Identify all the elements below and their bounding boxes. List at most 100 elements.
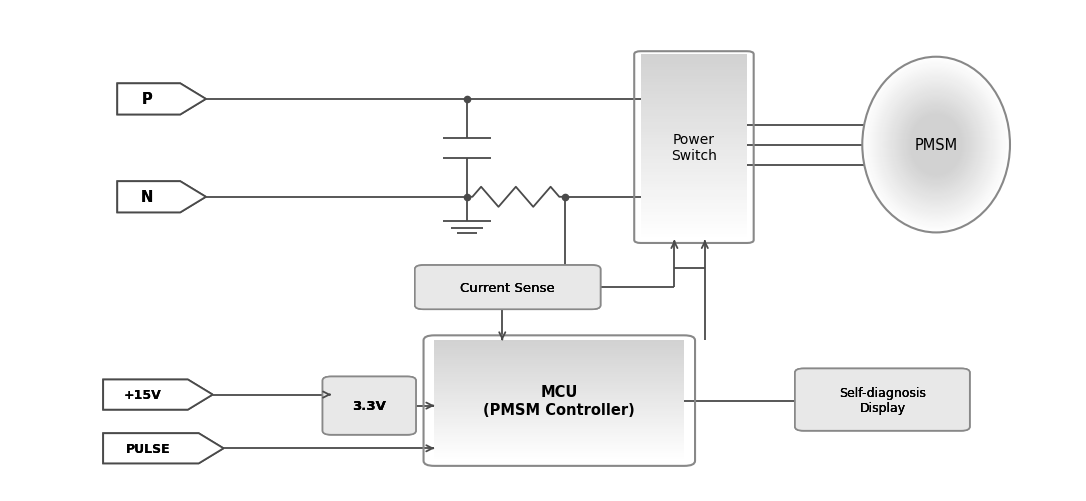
Bar (641, 237, 747, 240)
Ellipse shape (908, 111, 964, 179)
Bar (641, 178, 747, 182)
Bar (434, 454, 684, 457)
Ellipse shape (885, 85, 987, 206)
Bar (641, 147, 747, 151)
Ellipse shape (874, 72, 998, 219)
Bar (434, 366, 684, 369)
Bar (434, 456, 684, 459)
Text: 3.3V: 3.3V (352, 399, 387, 412)
Ellipse shape (895, 96, 977, 194)
Bar (641, 150, 747, 154)
Bar (641, 55, 747, 58)
Polygon shape (117, 84, 206, 115)
Ellipse shape (869, 66, 1003, 225)
Bar (434, 364, 684, 367)
Bar (641, 166, 747, 169)
Bar (434, 416, 684, 419)
Ellipse shape (901, 104, 971, 186)
Bar (434, 396, 684, 399)
Bar (641, 119, 747, 123)
FancyBboxPatch shape (415, 266, 601, 310)
Bar (434, 380, 684, 383)
Bar (641, 126, 747, 129)
Bar (641, 135, 747, 138)
Text: Current Sense: Current Sense (460, 281, 555, 294)
Bar (641, 156, 747, 160)
Ellipse shape (873, 71, 999, 220)
Bar (641, 169, 747, 172)
Ellipse shape (902, 106, 970, 185)
Ellipse shape (868, 64, 1005, 227)
Text: Self-diagnosis
Display: Self-diagnosis Display (839, 386, 925, 414)
Bar (641, 163, 747, 166)
Bar (434, 368, 684, 371)
Bar (434, 342, 684, 345)
Bar (641, 187, 747, 191)
Bar (434, 362, 684, 365)
Bar (641, 206, 747, 209)
Bar (641, 230, 747, 234)
Bar (641, 95, 747, 98)
Ellipse shape (886, 86, 986, 205)
Bar (641, 141, 747, 145)
Bar (434, 340, 684, 343)
Ellipse shape (897, 99, 975, 192)
Bar (434, 390, 684, 393)
Ellipse shape (891, 92, 982, 199)
Bar (641, 203, 747, 206)
Text: N: N (141, 190, 153, 205)
Bar (434, 398, 684, 401)
Ellipse shape (888, 89, 984, 201)
Ellipse shape (864, 60, 1008, 230)
Bar (641, 82, 747, 86)
Bar (641, 67, 747, 71)
Bar (434, 350, 684, 353)
Bar (434, 458, 684, 461)
Bar (641, 116, 747, 120)
Ellipse shape (882, 81, 990, 209)
Bar (641, 92, 747, 95)
Bar (641, 193, 747, 197)
Bar (641, 234, 747, 237)
Bar (641, 209, 747, 212)
Text: Current Sense: Current Sense (460, 281, 555, 294)
Bar (641, 197, 747, 200)
Bar (641, 153, 747, 157)
Bar (434, 344, 684, 347)
Ellipse shape (899, 102, 973, 188)
Bar (641, 64, 747, 68)
FancyBboxPatch shape (795, 369, 970, 431)
Text: Power
Switch: Power Switch (671, 133, 717, 163)
Bar (641, 107, 747, 111)
Ellipse shape (870, 67, 1002, 223)
Bar (434, 424, 684, 427)
Ellipse shape (905, 108, 968, 183)
FancyBboxPatch shape (323, 377, 416, 435)
Bar (434, 414, 684, 417)
Polygon shape (103, 380, 213, 410)
Bar (641, 113, 747, 117)
Bar (434, 370, 684, 373)
Ellipse shape (888, 88, 984, 202)
Bar (641, 215, 747, 219)
Bar (434, 382, 684, 385)
Bar (434, 418, 684, 421)
Bar (434, 388, 684, 391)
Bar (641, 86, 747, 89)
Bar (641, 104, 747, 108)
Ellipse shape (884, 83, 988, 207)
Bar (434, 358, 684, 361)
Ellipse shape (898, 100, 974, 191)
Bar (434, 386, 684, 389)
Bar (434, 392, 684, 395)
Bar (434, 348, 684, 351)
Bar (434, 412, 684, 415)
Bar (434, 356, 684, 359)
Bar (641, 110, 747, 114)
Bar (641, 89, 747, 92)
Bar (641, 200, 747, 203)
Bar (434, 408, 684, 411)
Text: 3.3V: 3.3V (352, 399, 387, 412)
Bar (641, 98, 747, 101)
Polygon shape (103, 433, 224, 463)
